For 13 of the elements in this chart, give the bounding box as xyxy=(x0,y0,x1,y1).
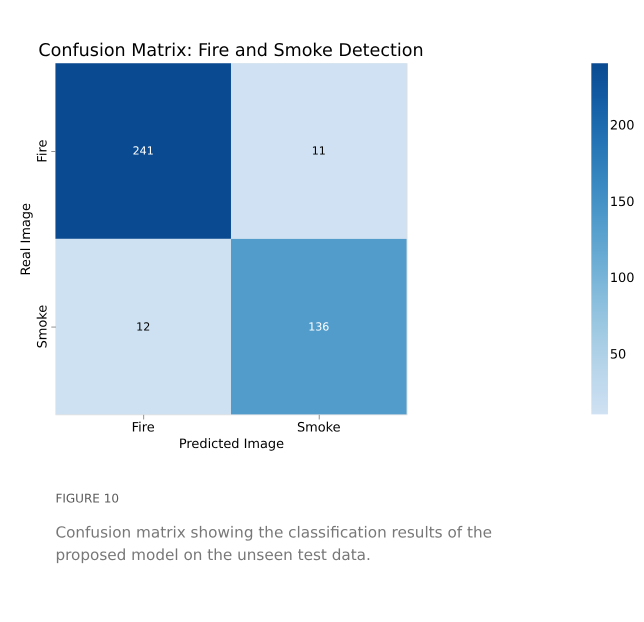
data-label: 12 xyxy=(136,320,150,334)
data-label: 11 xyxy=(312,144,326,158)
data-label: 241 xyxy=(132,144,154,158)
color-bar-label: 100 xyxy=(610,271,634,286)
caption: FIGURE 10 xyxy=(55,492,119,506)
y-axis-title: Real Image xyxy=(19,203,34,276)
color-bar-label: 200 xyxy=(610,118,634,134)
chart-title: Confusion Matrix: Fire and Smoke Detection xyxy=(38,40,424,61)
x-axis-title: Predicted Image xyxy=(178,437,284,452)
color-bar-label: 50 xyxy=(610,348,626,363)
text: Confusion matrix showing the classification results of the proposed model on the unseen test data. xyxy=(55,524,492,564)
data-label: 136 xyxy=(308,320,330,334)
color-bar-label: 150 xyxy=(610,194,634,210)
